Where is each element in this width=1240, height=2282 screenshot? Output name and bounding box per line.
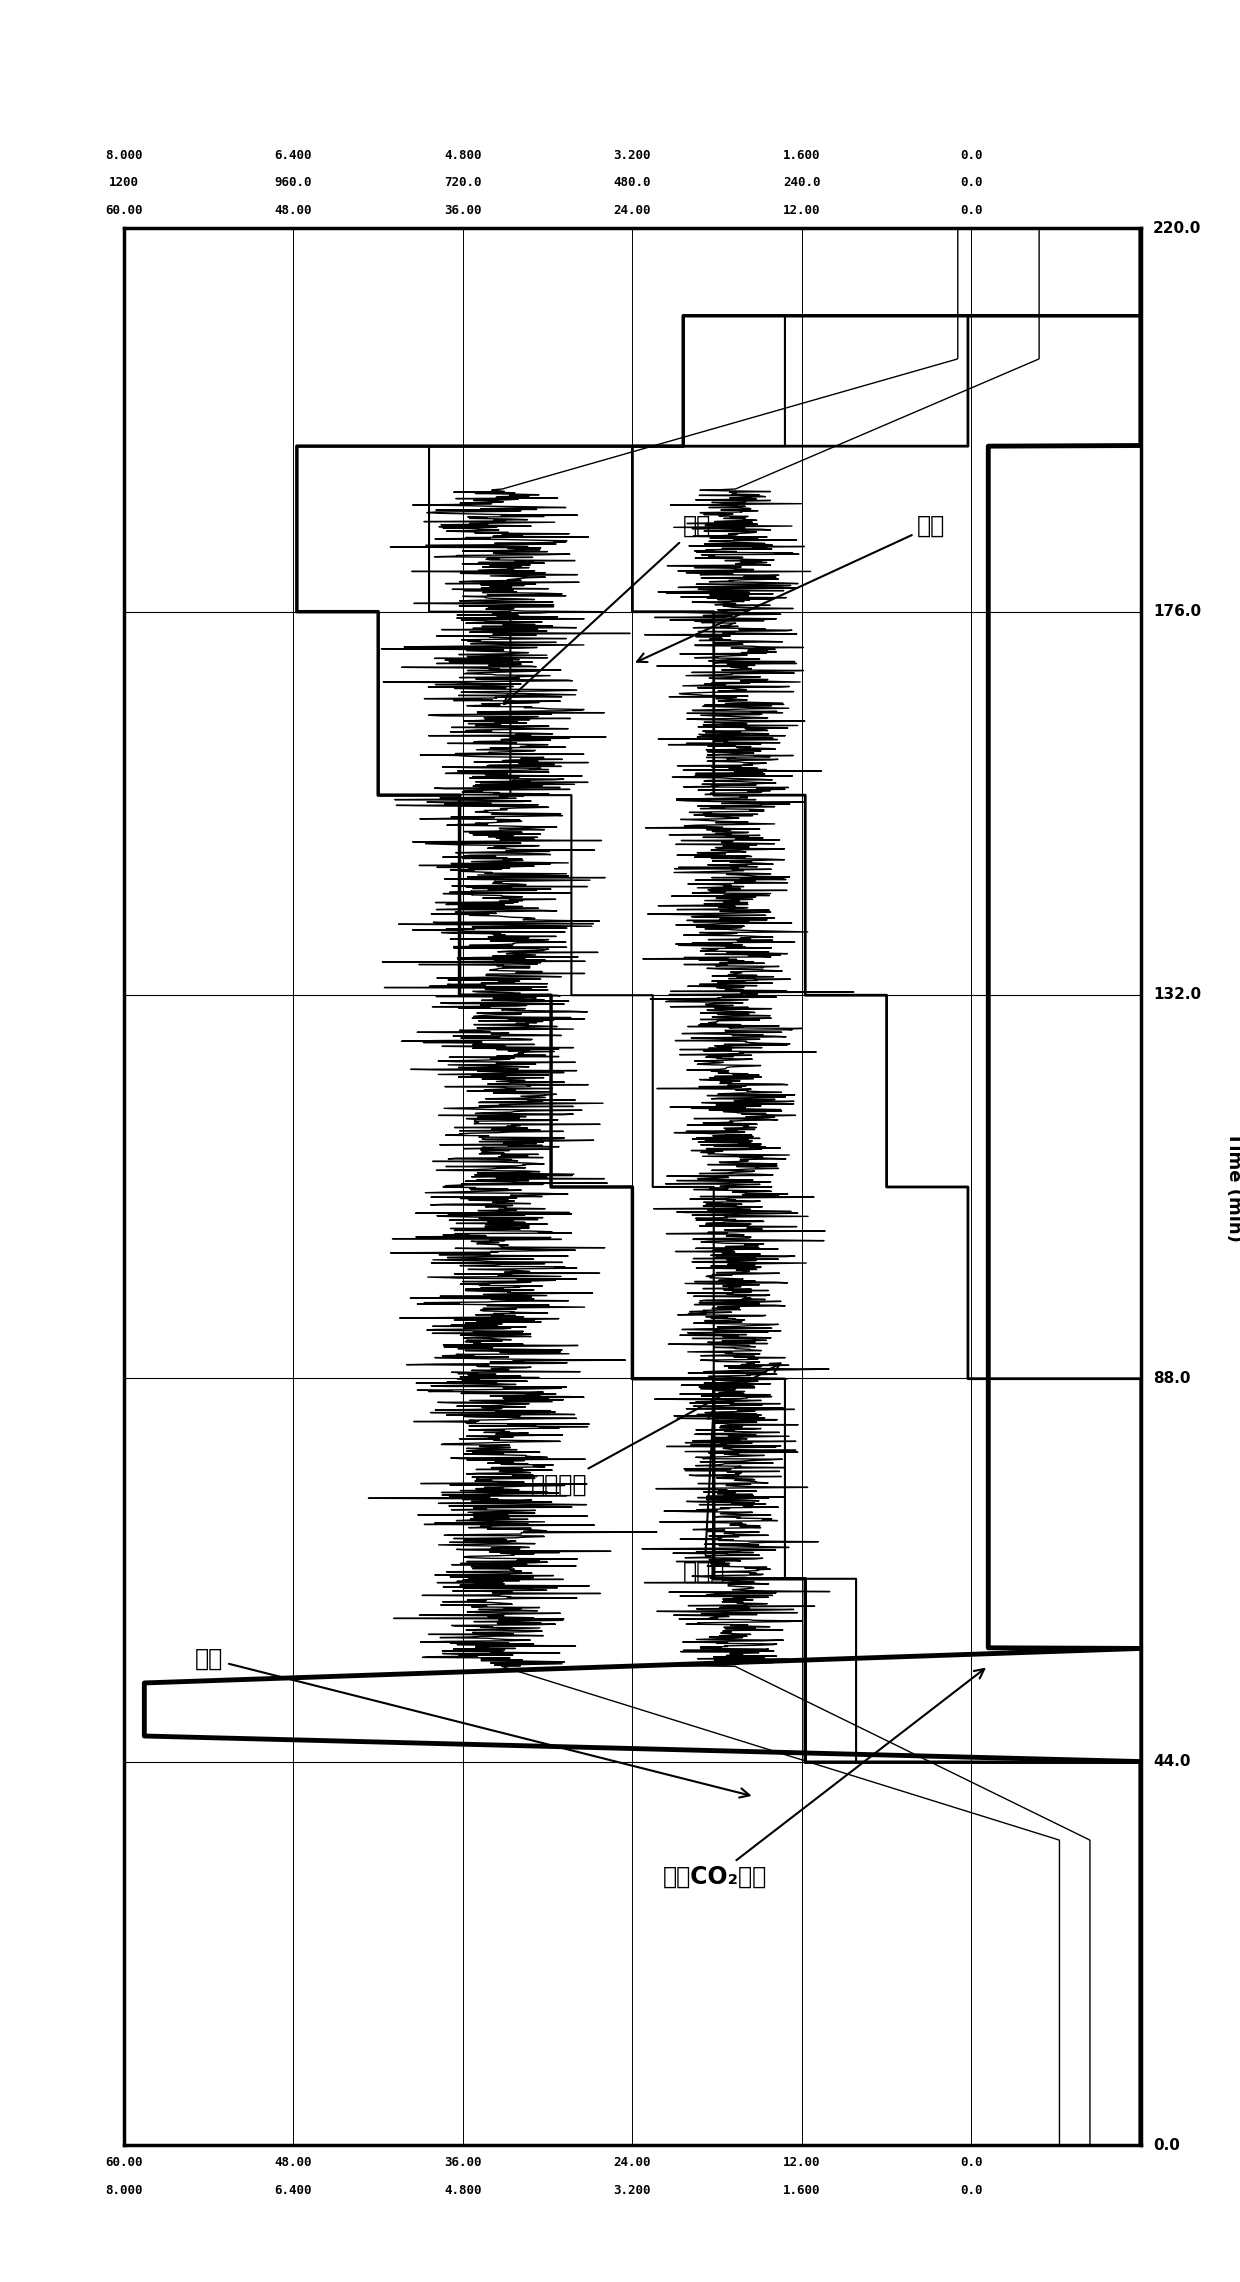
Text: 24.00: 24.00	[614, 2156, 651, 2170]
Text: 480.0: 480.0	[614, 176, 651, 189]
Text: 0.0: 0.0	[960, 2184, 982, 2198]
Text: 176.0: 176.0	[1153, 605, 1202, 618]
Text: 24.00: 24.00	[614, 203, 651, 217]
Text: 0.0: 0.0	[960, 203, 982, 217]
Text: 36.00: 36.00	[444, 203, 481, 217]
Text: 套压: 套压	[195, 1648, 749, 1798]
Text: 1200: 1200	[109, 176, 139, 189]
Text: 12.00: 12.00	[784, 2156, 821, 2170]
Text: 油压: 油压	[503, 513, 712, 703]
Text: 6.400: 6.400	[275, 2184, 312, 2198]
Text: 720.0: 720.0	[444, 176, 481, 189]
Text: 砂比: 砂比	[637, 513, 945, 662]
Text: Time (min): Time (min)	[1225, 1132, 1240, 1241]
Text: 60.00: 60.00	[105, 2156, 143, 2170]
Text: 220.0: 220.0	[1153, 221, 1202, 235]
Text: 液体排量: 液体排量	[531, 1362, 780, 1497]
Text: 44.0: 44.0	[1153, 1755, 1190, 1769]
Text: 总排量: 总排量	[683, 1410, 725, 1584]
Text: 88.0: 88.0	[1153, 1371, 1190, 1385]
Text: 960.0: 960.0	[275, 176, 312, 189]
Text: 0.0: 0.0	[960, 2156, 982, 2170]
Text: 4.800: 4.800	[444, 148, 481, 162]
Text: 132.0: 132.0	[1153, 988, 1202, 1002]
Text: 液态CO₂排量: 液态CO₂排量	[663, 1668, 985, 1889]
Text: 0.0: 0.0	[1153, 2138, 1180, 2152]
Text: 4.800: 4.800	[444, 2184, 481, 2198]
Text: 1.600: 1.600	[784, 148, 821, 162]
Text: 0.0: 0.0	[960, 148, 982, 162]
Text: 1.600: 1.600	[784, 2184, 821, 2198]
Text: 48.00: 48.00	[275, 2156, 312, 2170]
Text: 48.00: 48.00	[275, 203, 312, 217]
Text: 240.0: 240.0	[784, 176, 821, 189]
Text: 8.000: 8.000	[105, 148, 143, 162]
Text: 3.200: 3.200	[614, 2184, 651, 2198]
Text: 12.00: 12.00	[784, 203, 821, 217]
Text: 6.400: 6.400	[275, 148, 312, 162]
Text: 8.000: 8.000	[105, 2184, 143, 2198]
Text: 3.200: 3.200	[614, 148, 651, 162]
Text: 0.0: 0.0	[960, 176, 982, 189]
Text: 36.00: 36.00	[444, 2156, 481, 2170]
Text: 60.00: 60.00	[105, 203, 143, 217]
